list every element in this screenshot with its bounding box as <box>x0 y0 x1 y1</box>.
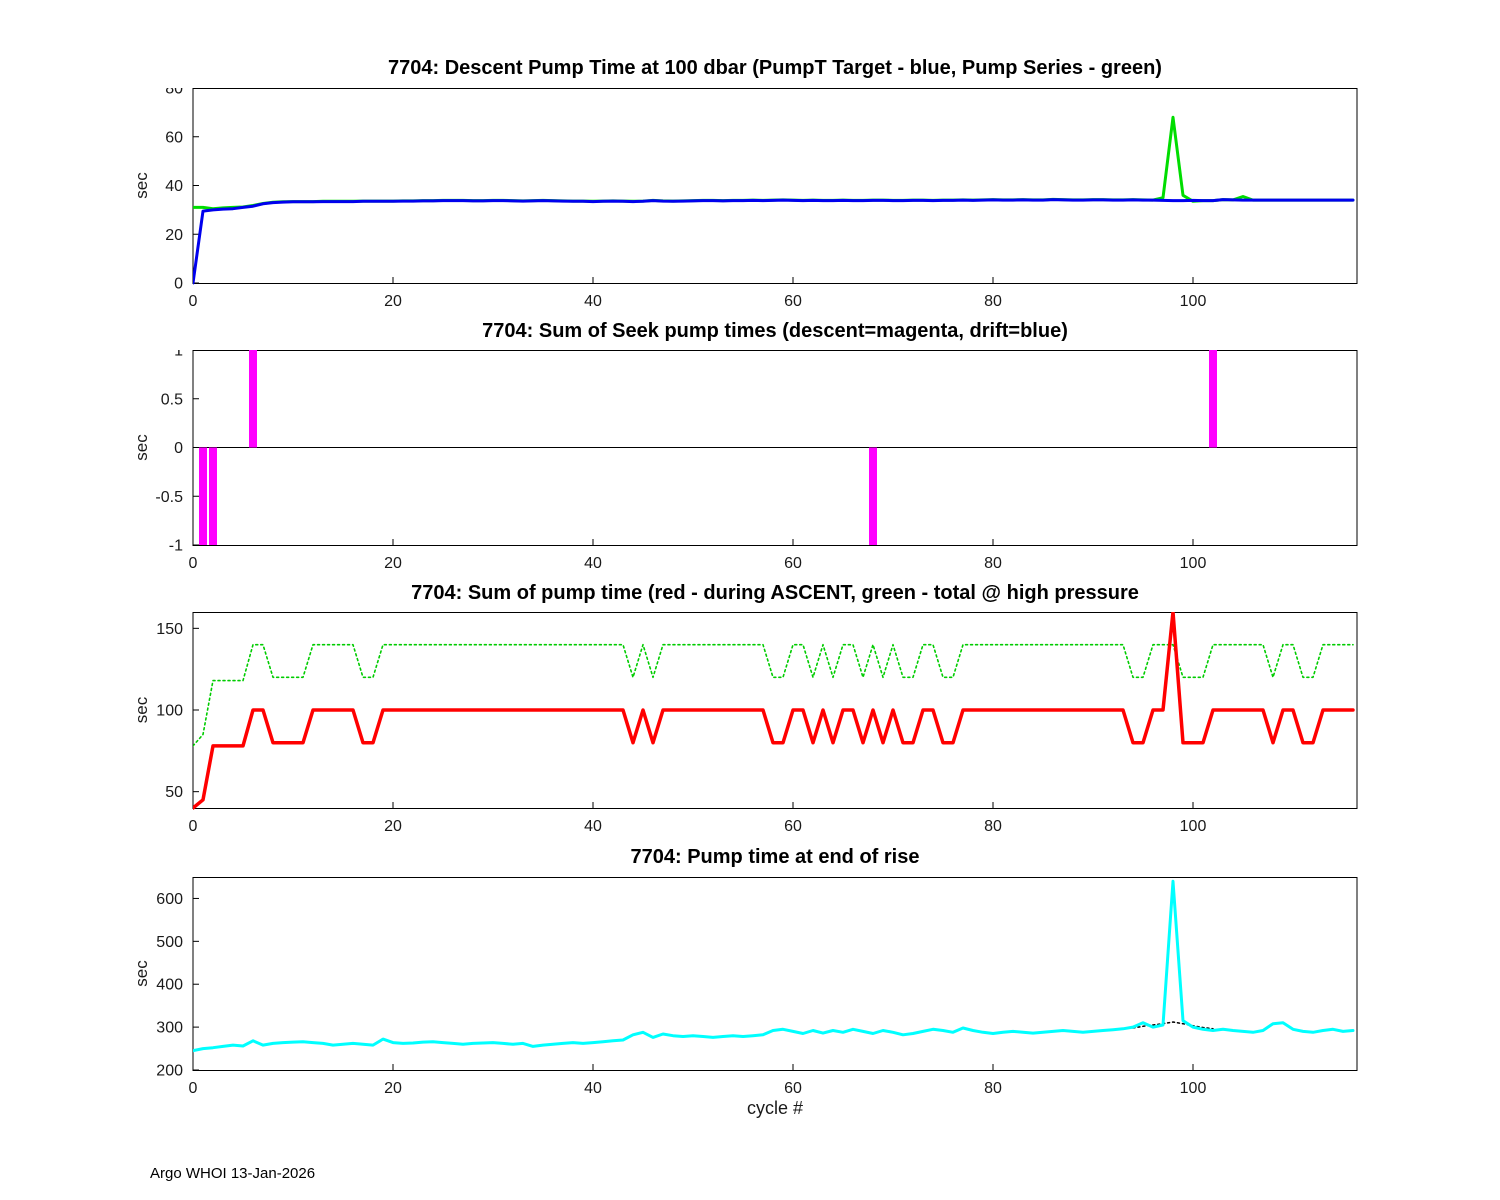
plot4-chart: 0 20 40 60 80 100 200 300 400 500 600 sec <box>132 877 1358 1097</box>
x-tick-label: 80 <box>984 293 1002 310</box>
y-tick-label: 500 <box>156 934 183 951</box>
plot2-chart: 0 20 40 60 80 100 -1 -0.5 0 0.5 1 sec <box>132 350 1358 572</box>
y-tick-label: -1 <box>169 538 183 555</box>
bar <box>1209 350 1217 448</box>
bar <box>869 447 877 545</box>
x-tick-label: 20 <box>384 293 402 310</box>
bar <box>209 447 217 545</box>
x-axis-label: cycle # <box>746 1098 804 1118</box>
x-tick-label: 0 <box>189 555 198 572</box>
x-tick-label: 80 <box>984 555 1002 572</box>
axes-box <box>192 877 1358 1071</box>
y-tick-label: 100 <box>156 703 183 720</box>
series-pump-series <box>193 115 1355 211</box>
x-tick-label: 80 <box>984 818 1002 835</box>
y-tick-label: 0 <box>174 440 183 457</box>
x-tick-label: 40 <box>584 293 602 310</box>
x-tick-label: 60 <box>784 555 802 572</box>
y-tick-label: 200 <box>156 1063 183 1080</box>
x-tick-label: 40 <box>584 1080 602 1097</box>
x-tick-label: 20 <box>384 818 402 835</box>
x-tick-label: 100 <box>1180 555 1207 572</box>
x-tick-label: 100 <box>1180 293 1207 310</box>
series-pumpt-target <box>193 198 1355 285</box>
plot2-title: 7704: Sum of Seek pump times (descent=ma… <box>482 320 1068 342</box>
y-tick-label: 1 <box>174 350 183 360</box>
y-tick-label: 0 <box>174 276 183 293</box>
y-tick-label: 20 <box>165 227 183 244</box>
plot3-title: 7704: Sum of pump time (red - during ASC… <box>411 582 1139 604</box>
x-tick-label: 20 <box>384 1080 402 1097</box>
x-tick-label: 80 <box>984 1080 1002 1097</box>
y-tick-label: 60 <box>165 129 183 146</box>
x-tick-label: 0 <box>189 818 198 835</box>
plot1-chart: 0 20 40 60 80 100 0 20 40 60 80 sec <box>132 88 1358 310</box>
y-tick-label: 80 <box>165 88 183 98</box>
y-tick-label: 400 <box>156 977 183 994</box>
plot4-title: 7704: Pump time at end of rise <box>630 846 920 868</box>
series-pump-time-at-end-of-rise <box>193 879 1355 1053</box>
footer-text: Argo WHOI 13-Jan-2026 <box>150 1165 316 1182</box>
y-axis-label: sec <box>132 696 151 723</box>
plot1-title: 7704: Descent Pump Time at 100 dbar (Pum… <box>388 57 1162 79</box>
plot3-chart: 0 20 40 60 80 100 50 100 150 sec <box>132 612 1358 835</box>
y-tick-label: 150 <box>156 621 183 638</box>
x-tick-label: 0 <box>189 293 198 310</box>
y-tick-label: 0.5 <box>161 391 183 408</box>
series-reference <box>1132 1021 1214 1030</box>
axes-box <box>192 612 1358 809</box>
y-axis-label: sec <box>132 434 151 461</box>
x-tick-label: 0 <box>189 1080 198 1097</box>
series-during-ascent <box>193 612 1355 810</box>
series-total-at-high-pressure <box>193 643 1354 747</box>
y-tick-label: 600 <box>156 891 183 908</box>
x-tick-label: 60 <box>784 293 802 310</box>
y-tick-label: 40 <box>165 178 183 195</box>
y-tick-label: 50 <box>165 784 183 801</box>
y-axis-label: sec <box>132 172 151 199</box>
x-tick-label: 100 <box>1180 818 1207 835</box>
bar <box>199 447 207 545</box>
y-tick-label: -0.5 <box>155 489 183 506</box>
x-tick-label: 20 <box>384 555 402 572</box>
x-tick-label: 40 <box>584 555 602 572</box>
y-tick-label: 300 <box>156 1020 183 1037</box>
y-axis-label: sec <box>132 960 151 987</box>
x-tick-label: 100 <box>1180 1080 1207 1097</box>
x-tick-label: 60 <box>784 818 802 835</box>
x-tick-label: 40 <box>584 818 602 835</box>
bar <box>249 350 257 448</box>
x-tick-label: 60 <box>784 1080 802 1097</box>
